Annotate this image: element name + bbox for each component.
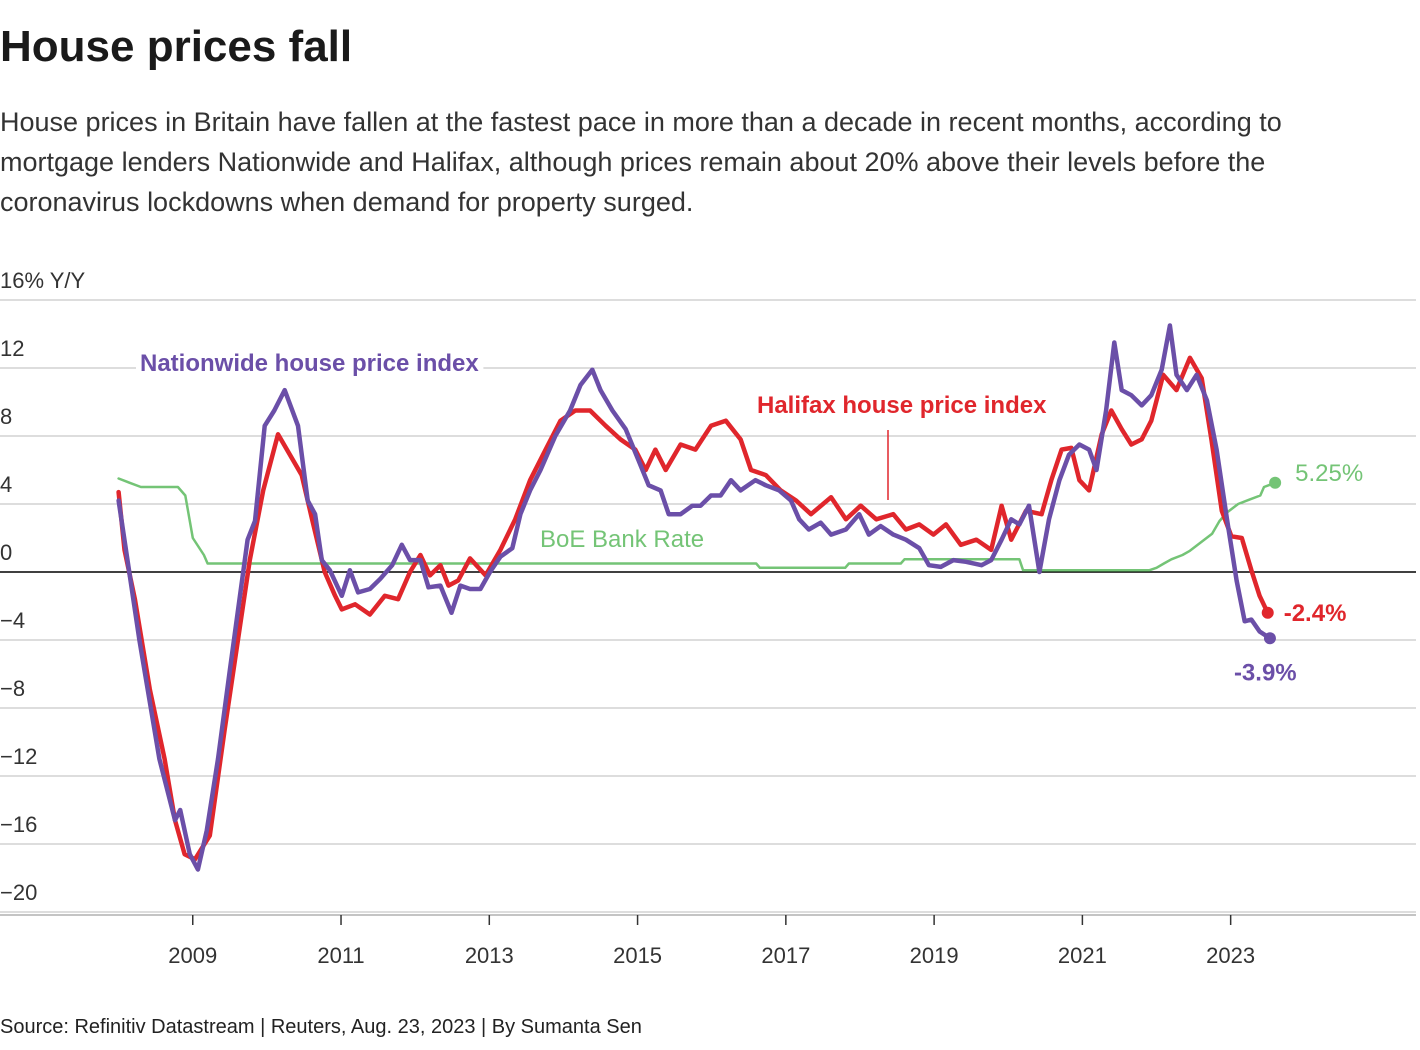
x-tick-label: 2015: [613, 943, 662, 968]
end-label: -2.4%: [1284, 600, 1347, 627]
end-point: [1263, 632, 1276, 645]
end-label: -3.9%: [1234, 659, 1297, 686]
series-line: [116, 355, 1270, 862]
series-line: [116, 323, 1273, 872]
series-label: BoE Bank Rate: [540, 526, 704, 553]
x-tick-label: 2023: [1206, 943, 1255, 968]
x-tick-label: 2009: [168, 943, 217, 968]
end-point: [1269, 476, 1282, 489]
label-backdrop: [136, 350, 484, 377]
x-tick-label: 2017: [761, 943, 810, 968]
y-tick-label: 0: [0, 540, 12, 565]
x-tick-label: 2013: [465, 943, 514, 968]
y-tick-label: −20: [0, 880, 37, 905]
end-label: 5.25%: [1295, 460, 1363, 487]
y-tick-label: −16: [0, 812, 37, 837]
y-tick-label: −12: [0, 744, 37, 769]
chart-subtitle: House prices in Britain have fallen at t…: [0, 107, 1282, 217]
chart-title: House prices fall: [0, 22, 353, 71]
y-tick-label: −8: [0, 676, 25, 701]
y-tick-label: 16% Y/Y: [0, 268, 86, 293]
y-tick-label: 12: [0, 336, 24, 361]
source-note: Source: Refinitiv Datastream | Reuters, …: [0, 1016, 642, 1038]
y-tick-label: 8: [0, 404, 12, 429]
series-line: [117, 477, 1277, 572]
series-label: Halifax house price index: [757, 392, 1047, 419]
y-tick-label: 4: [0, 472, 12, 497]
x-tick-label: 2019: [910, 943, 959, 968]
end-point: [1261, 606, 1274, 619]
x-tick-label: 2021: [1058, 943, 1107, 968]
x-tick-label: 2011: [317, 943, 364, 968]
series-label: Nationwide house price index: [140, 350, 479, 377]
y-tick-label: −4: [0, 608, 25, 633]
